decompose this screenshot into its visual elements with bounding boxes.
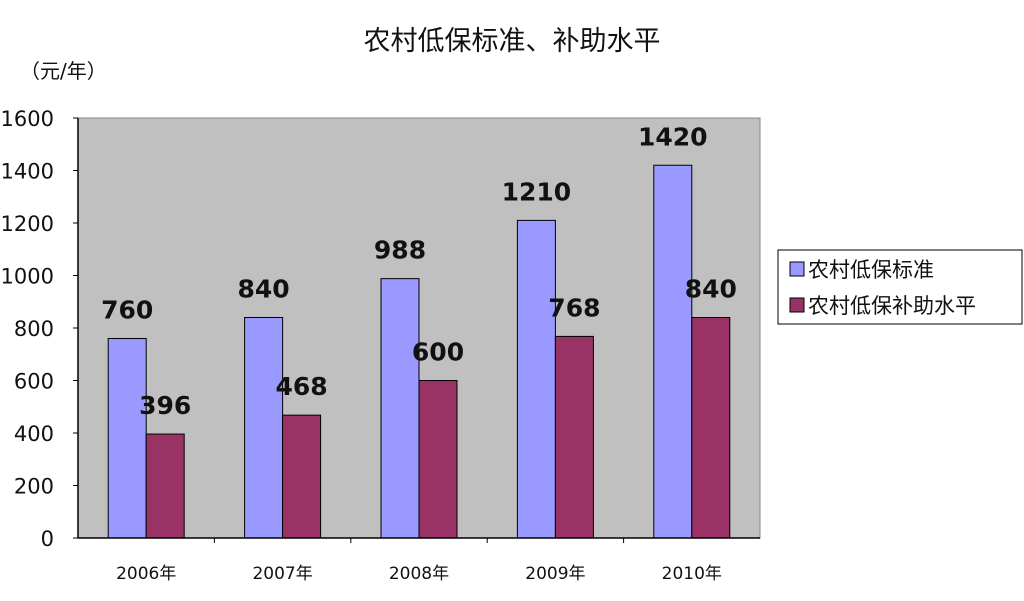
legend: 农村低保标准 农村低保补助水平	[777, 249, 1023, 325]
legend-label-standard: 农村低保标准	[808, 258, 934, 282]
data-label: 840	[685, 275, 737, 304]
data-label: 760	[101, 296, 153, 325]
bar-subsidy	[554, 335, 594, 539]
y-tick-label: 0	[41, 527, 54, 551]
bars-group	[107, 164, 731, 539]
bar-subsidy	[145, 433, 185, 539]
x-tick-label: 2009年	[525, 564, 585, 584]
y-tick-label: 200	[14, 475, 54, 499]
data-label: 468	[276, 372, 328, 401]
data-label: 768	[548, 293, 600, 322]
bar-subsidy	[282, 414, 322, 539]
bar-standard	[653, 164, 693, 539]
y-tick-label: 400	[14, 422, 54, 446]
y-tick-label: 1200	[1, 212, 54, 236]
x-tick-label: 2008年	[389, 564, 449, 584]
legend-swatch-subsidy	[789, 297, 805, 313]
data-label: 396	[139, 391, 191, 420]
x-tick-label: 2006年	[116, 564, 176, 584]
legend-swatch-standard	[789, 261, 805, 277]
data-label: 1210	[502, 177, 572, 206]
bar-subsidy	[418, 380, 458, 539]
bar-subsidy	[691, 317, 731, 539]
y-tick-label: 1000	[1, 265, 54, 289]
bar-standard	[244, 317, 284, 539]
y-tick-label: 600	[14, 370, 54, 394]
bar-standard	[107, 338, 147, 539]
y-axis-unit: （元/年）	[20, 59, 107, 83]
y-tick-label: 800	[14, 317, 54, 341]
x-axis-ticks: 2006年 2007年 2008年 2009年 2010年	[116, 538, 722, 584]
data-label: 840	[238, 275, 290, 304]
x-tick-label: 2007年	[252, 564, 312, 584]
data-labels: 760 396 840 468 988 600 1210 768 1420 840	[101, 122, 737, 420]
y-axis-ticks: 0 200 400 600 800 1000 1200 1400 1600	[1, 107, 78, 551]
x-tick-label: 2010年	[662, 564, 722, 584]
data-label: 1420	[638, 122, 708, 151]
bar-standard	[380, 278, 420, 539]
bar-standard	[516, 219, 556, 539]
data-label: 600	[412, 338, 464, 367]
y-tick-label: 1600	[1, 107, 54, 131]
chart-title: 农村低保标准、补助水平	[364, 26, 661, 57]
legend-label-subsidy: 农村低保补助水平	[808, 294, 976, 318]
data-label: 988	[374, 236, 426, 265]
legend-box	[777, 249, 1023, 325]
y-tick-label: 1400	[1, 160, 54, 184]
